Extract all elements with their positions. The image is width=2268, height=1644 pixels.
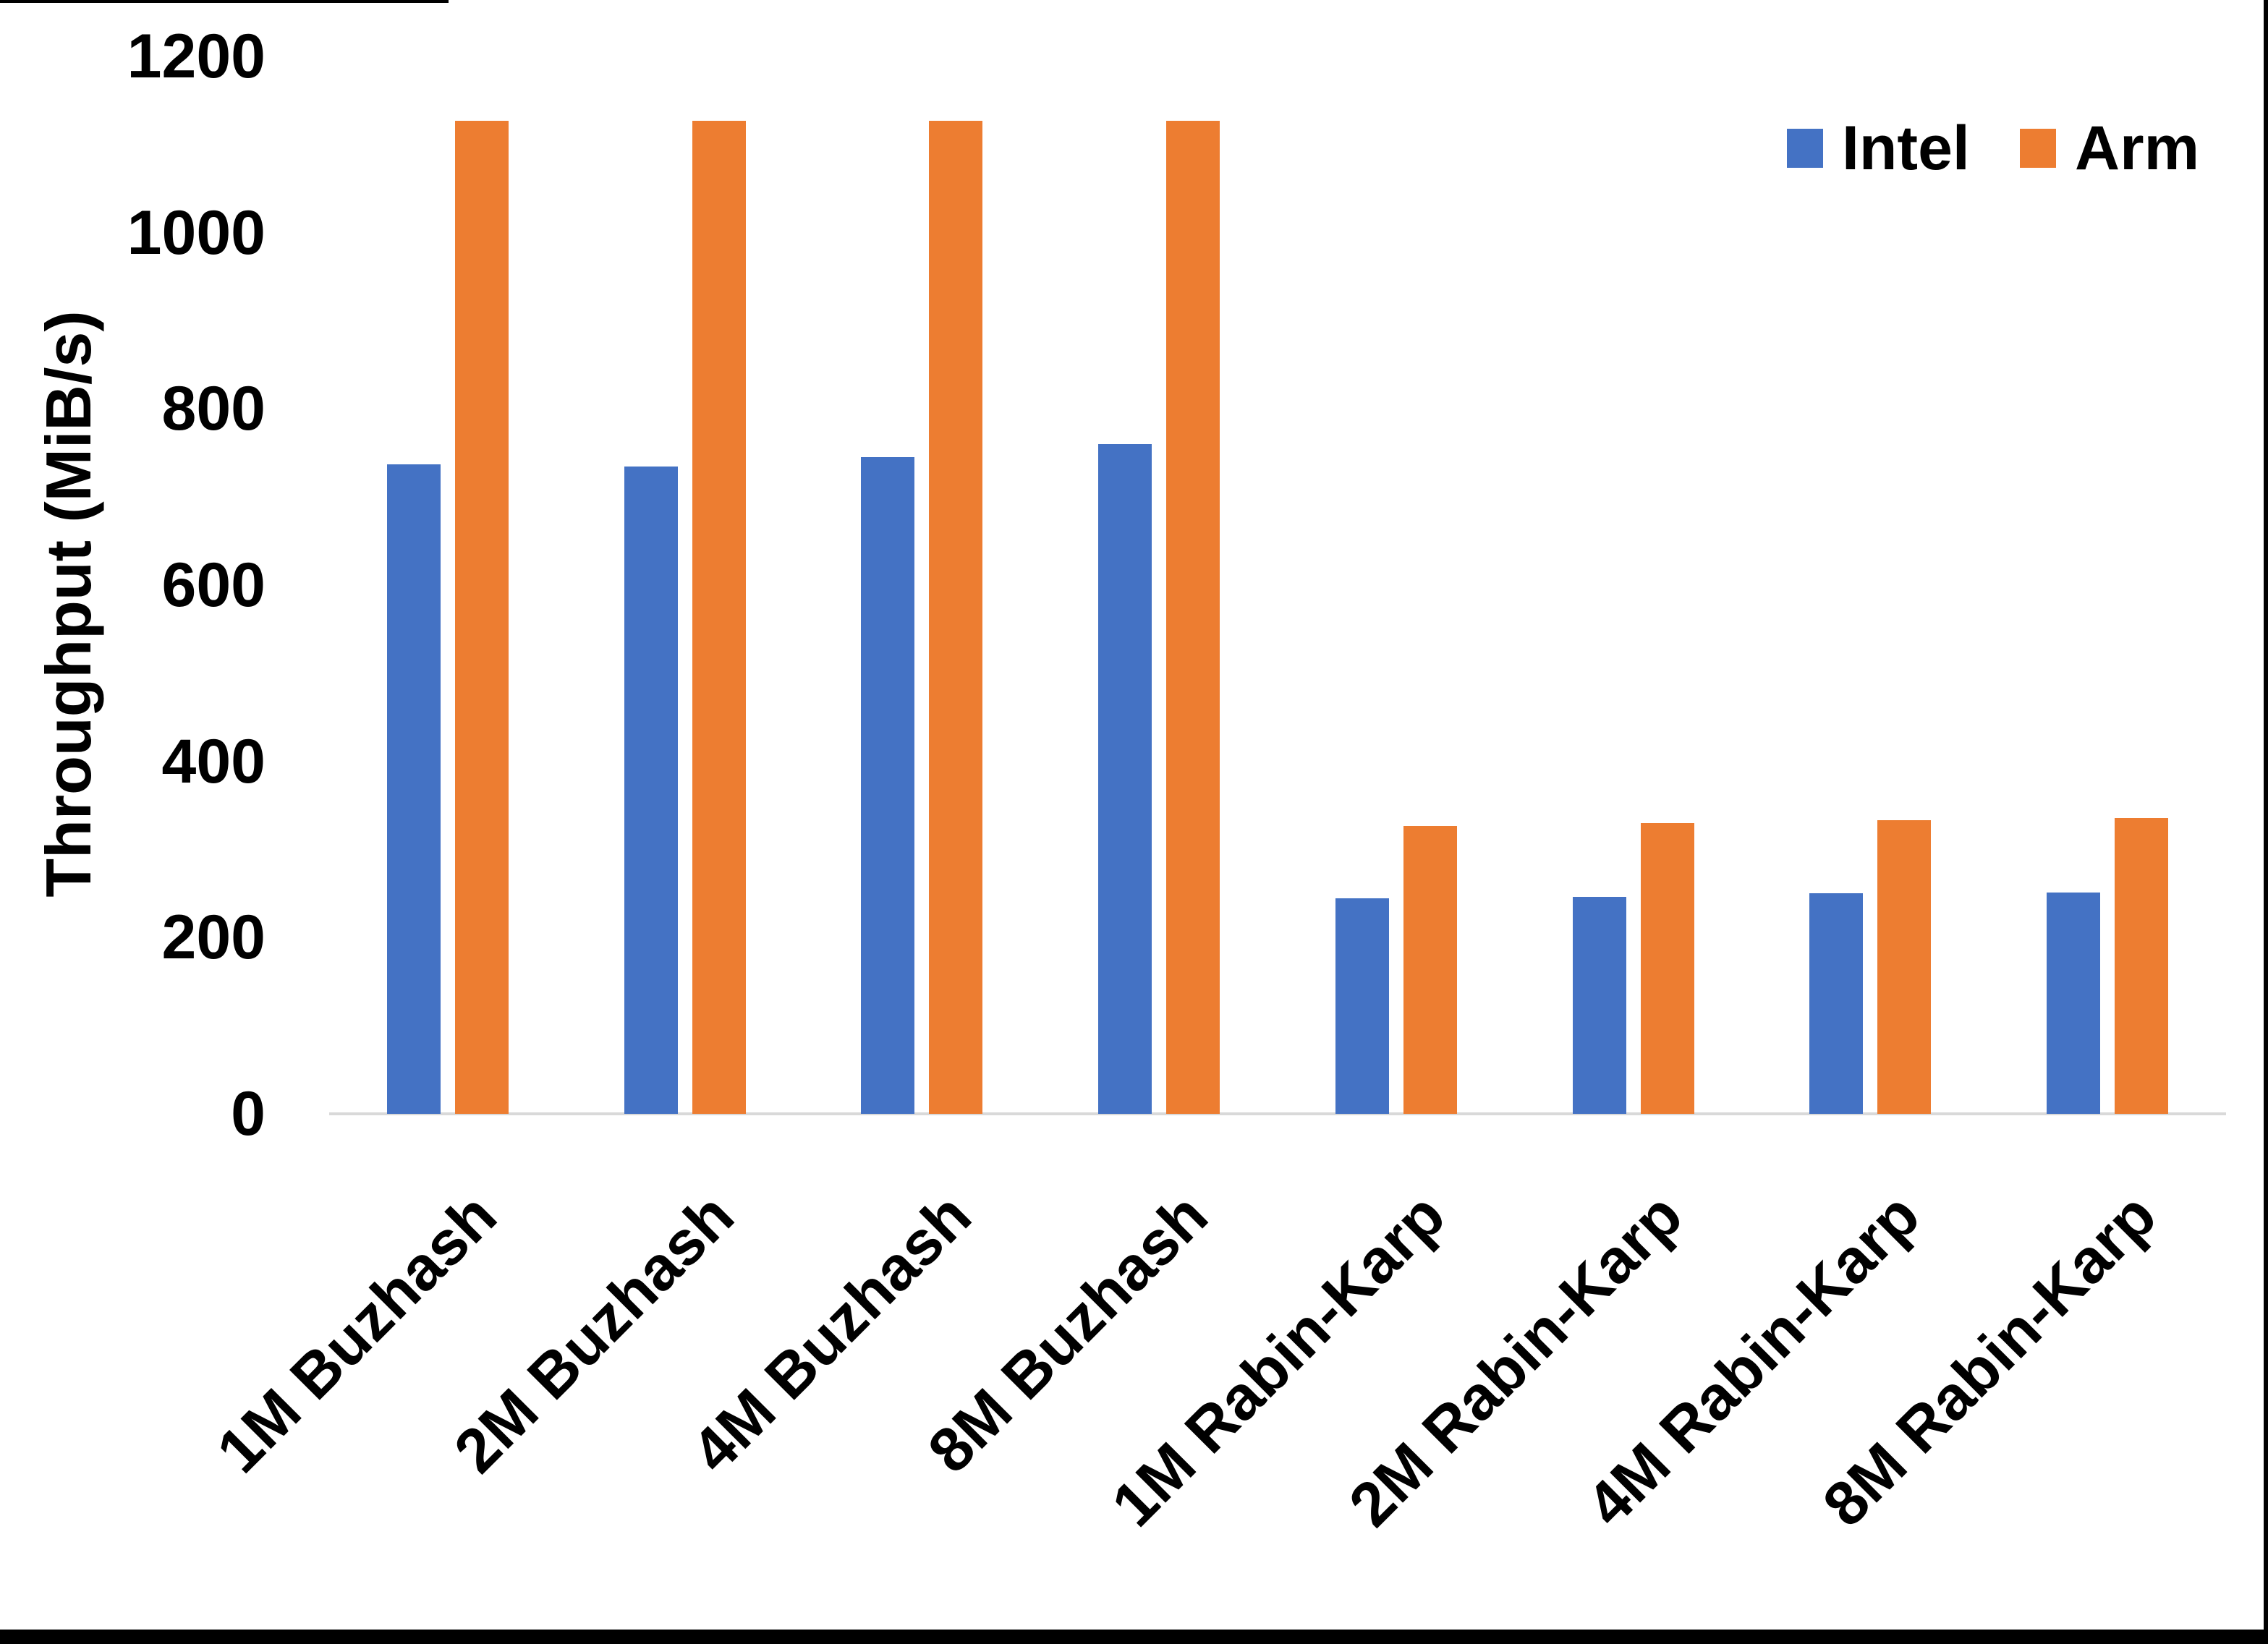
y-tick-label: 400 [161, 726, 266, 796]
y-tick-label: 0 [231, 1079, 266, 1149]
bar-intel-1 [387, 464, 441, 1114]
legend-label: Arm [2075, 114, 2200, 183]
y-tick-label: 600 [161, 550, 266, 620]
bar-arm-5 [1403, 826, 1457, 1114]
bar-intel-5 [1335, 898, 1389, 1114]
y-tick-label: 200 [161, 903, 266, 973]
bar-arm-7 [1877, 820, 1931, 1114]
bar-intel-7 [1809, 893, 1863, 1114]
bar-intel-4 [1098, 444, 1152, 1114]
y-tick-label: 1000 [127, 197, 266, 268]
legend-item-intel: Intel [1787, 117, 1970, 179]
bar-intel-6 [1573, 897, 1626, 1114]
bar-intel-3 [861, 457, 914, 1114]
bar-arm-3 [929, 121, 982, 1114]
bar-intel-2 [624, 467, 678, 1114]
bar-arm-6 [1641, 823, 1694, 1114]
bar-intel-8 [2047, 893, 2100, 1114]
bar-arm-8 [2115, 818, 2168, 1114]
page-edge-top [0, 0, 449, 3]
bar-arm-2 [692, 121, 746, 1114]
bar-arm-1 [455, 121, 509, 1114]
y-tick-label: 1200 [127, 22, 266, 91]
legend-swatch-intel [1787, 129, 1823, 168]
page-edge-bottom [0, 1630, 2268, 1644]
legend-label: Intel [1842, 114, 1970, 183]
y-tick-label: 800 [161, 374, 266, 444]
x-axis-line [329, 1112, 2226, 1115]
bar-arm-4 [1166, 121, 1220, 1114]
legend-item-arm: Arm [2020, 117, 2199, 179]
page-edge-right [2264, 0, 2268, 1644]
legend-swatch-arm [2020, 129, 2056, 168]
